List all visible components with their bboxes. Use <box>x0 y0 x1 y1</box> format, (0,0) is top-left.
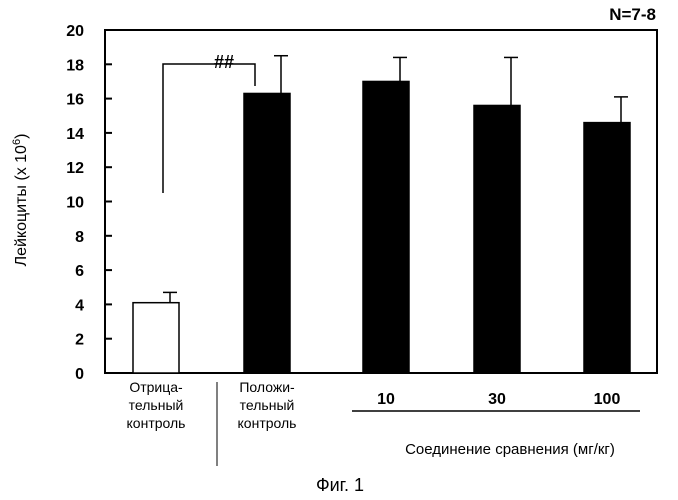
bar-2 <box>363 81 409 373</box>
y-axis-label: Лейкоциты (x 106) <box>11 134 30 267</box>
y-tick-label-6: 12 <box>66 160 84 177</box>
y-tick-label-5: 10 <box>66 195 84 212</box>
y-tick-label-3: 6 <box>75 263 84 280</box>
bracket-line <box>163 64 255 193</box>
y-axis-label-close: ) <box>13 134 30 139</box>
category-label-3: 30 <box>488 391 506 408</box>
y-tick-label-1: 2 <box>75 332 84 349</box>
category-label-4: 100 <box>594 391 621 408</box>
category-labels: Отрица-тельныйконтроль Положи-тельныйконт… <box>127 379 621 431</box>
category-label-1: Положи-тельныйконтроль <box>238 379 297 431</box>
y-tick-label-2: 4 <box>75 297 84 314</box>
figure-caption: Фиг. 1 <box>316 475 364 495</box>
y-tick-label-10: 20 <box>66 23 84 40</box>
category-label-0: Отрица-тельныйконтроль <box>127 379 186 431</box>
bar-0 <box>133 303 179 373</box>
y-tick-label-7: 14 <box>66 126 84 143</box>
bar-1 <box>244 93 290 373</box>
y-axis-label-text: Лейкоциты (x 10 <box>13 145 30 266</box>
significance-bracket <box>163 64 255 193</box>
category-label-2: 10 <box>377 391 395 408</box>
y-tick-label-9: 18 <box>66 57 84 74</box>
significance-marker: ## <box>214 52 234 72</box>
bar-3 <box>474 105 520 373</box>
dose-group-label: Соединение сравнения (мг/кг) <box>405 441 615 458</box>
y-tick-label-0: 0 <box>75 366 84 383</box>
y-tick-label-4: 8 <box>75 229 84 246</box>
bar-4 <box>584 123 630 373</box>
bars-group <box>133 81 630 373</box>
sample-size-annotation: N=7-8 <box>609 5 656 24</box>
y-tick-label-8: 16 <box>66 92 84 109</box>
